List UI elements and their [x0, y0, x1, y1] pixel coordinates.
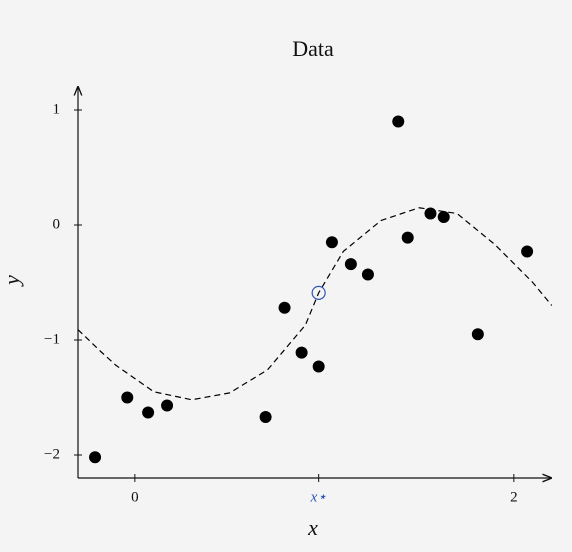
y-tick-label: 0	[53, 216, 61, 232]
x-axis-label: x	[307, 515, 318, 540]
x-tick-label: x⋆	[310, 489, 327, 505]
fit-curve	[77, 207, 553, 401]
y-tick-label: −1	[44, 331, 60, 347]
data-point	[325, 236, 338, 249]
data-point	[437, 210, 450, 223]
query-point	[311, 285, 326, 300]
y-axis-label: y	[0, 275, 24, 287]
data-point	[121, 391, 134, 404]
data-point	[161, 399, 174, 412]
x-tick-label: 2	[510, 489, 518, 505]
y-tick-label: −2	[44, 446, 60, 462]
data-point	[278, 301, 291, 314]
data-point	[259, 411, 272, 424]
data-point	[344, 258, 357, 271]
data-point	[89, 451, 102, 464]
data-point	[392, 115, 405, 128]
y-tick-label: 1	[53, 101, 61, 117]
data-point	[521, 245, 534, 258]
data-point	[401, 231, 414, 244]
data-point	[142, 406, 155, 419]
data-point	[361, 268, 374, 281]
chart-title: Data	[292, 36, 334, 61]
x-tick-label: 0	[131, 489, 139, 505]
data-point	[471, 328, 484, 341]
data-point	[312, 360, 325, 373]
data-point	[295, 346, 308, 359]
